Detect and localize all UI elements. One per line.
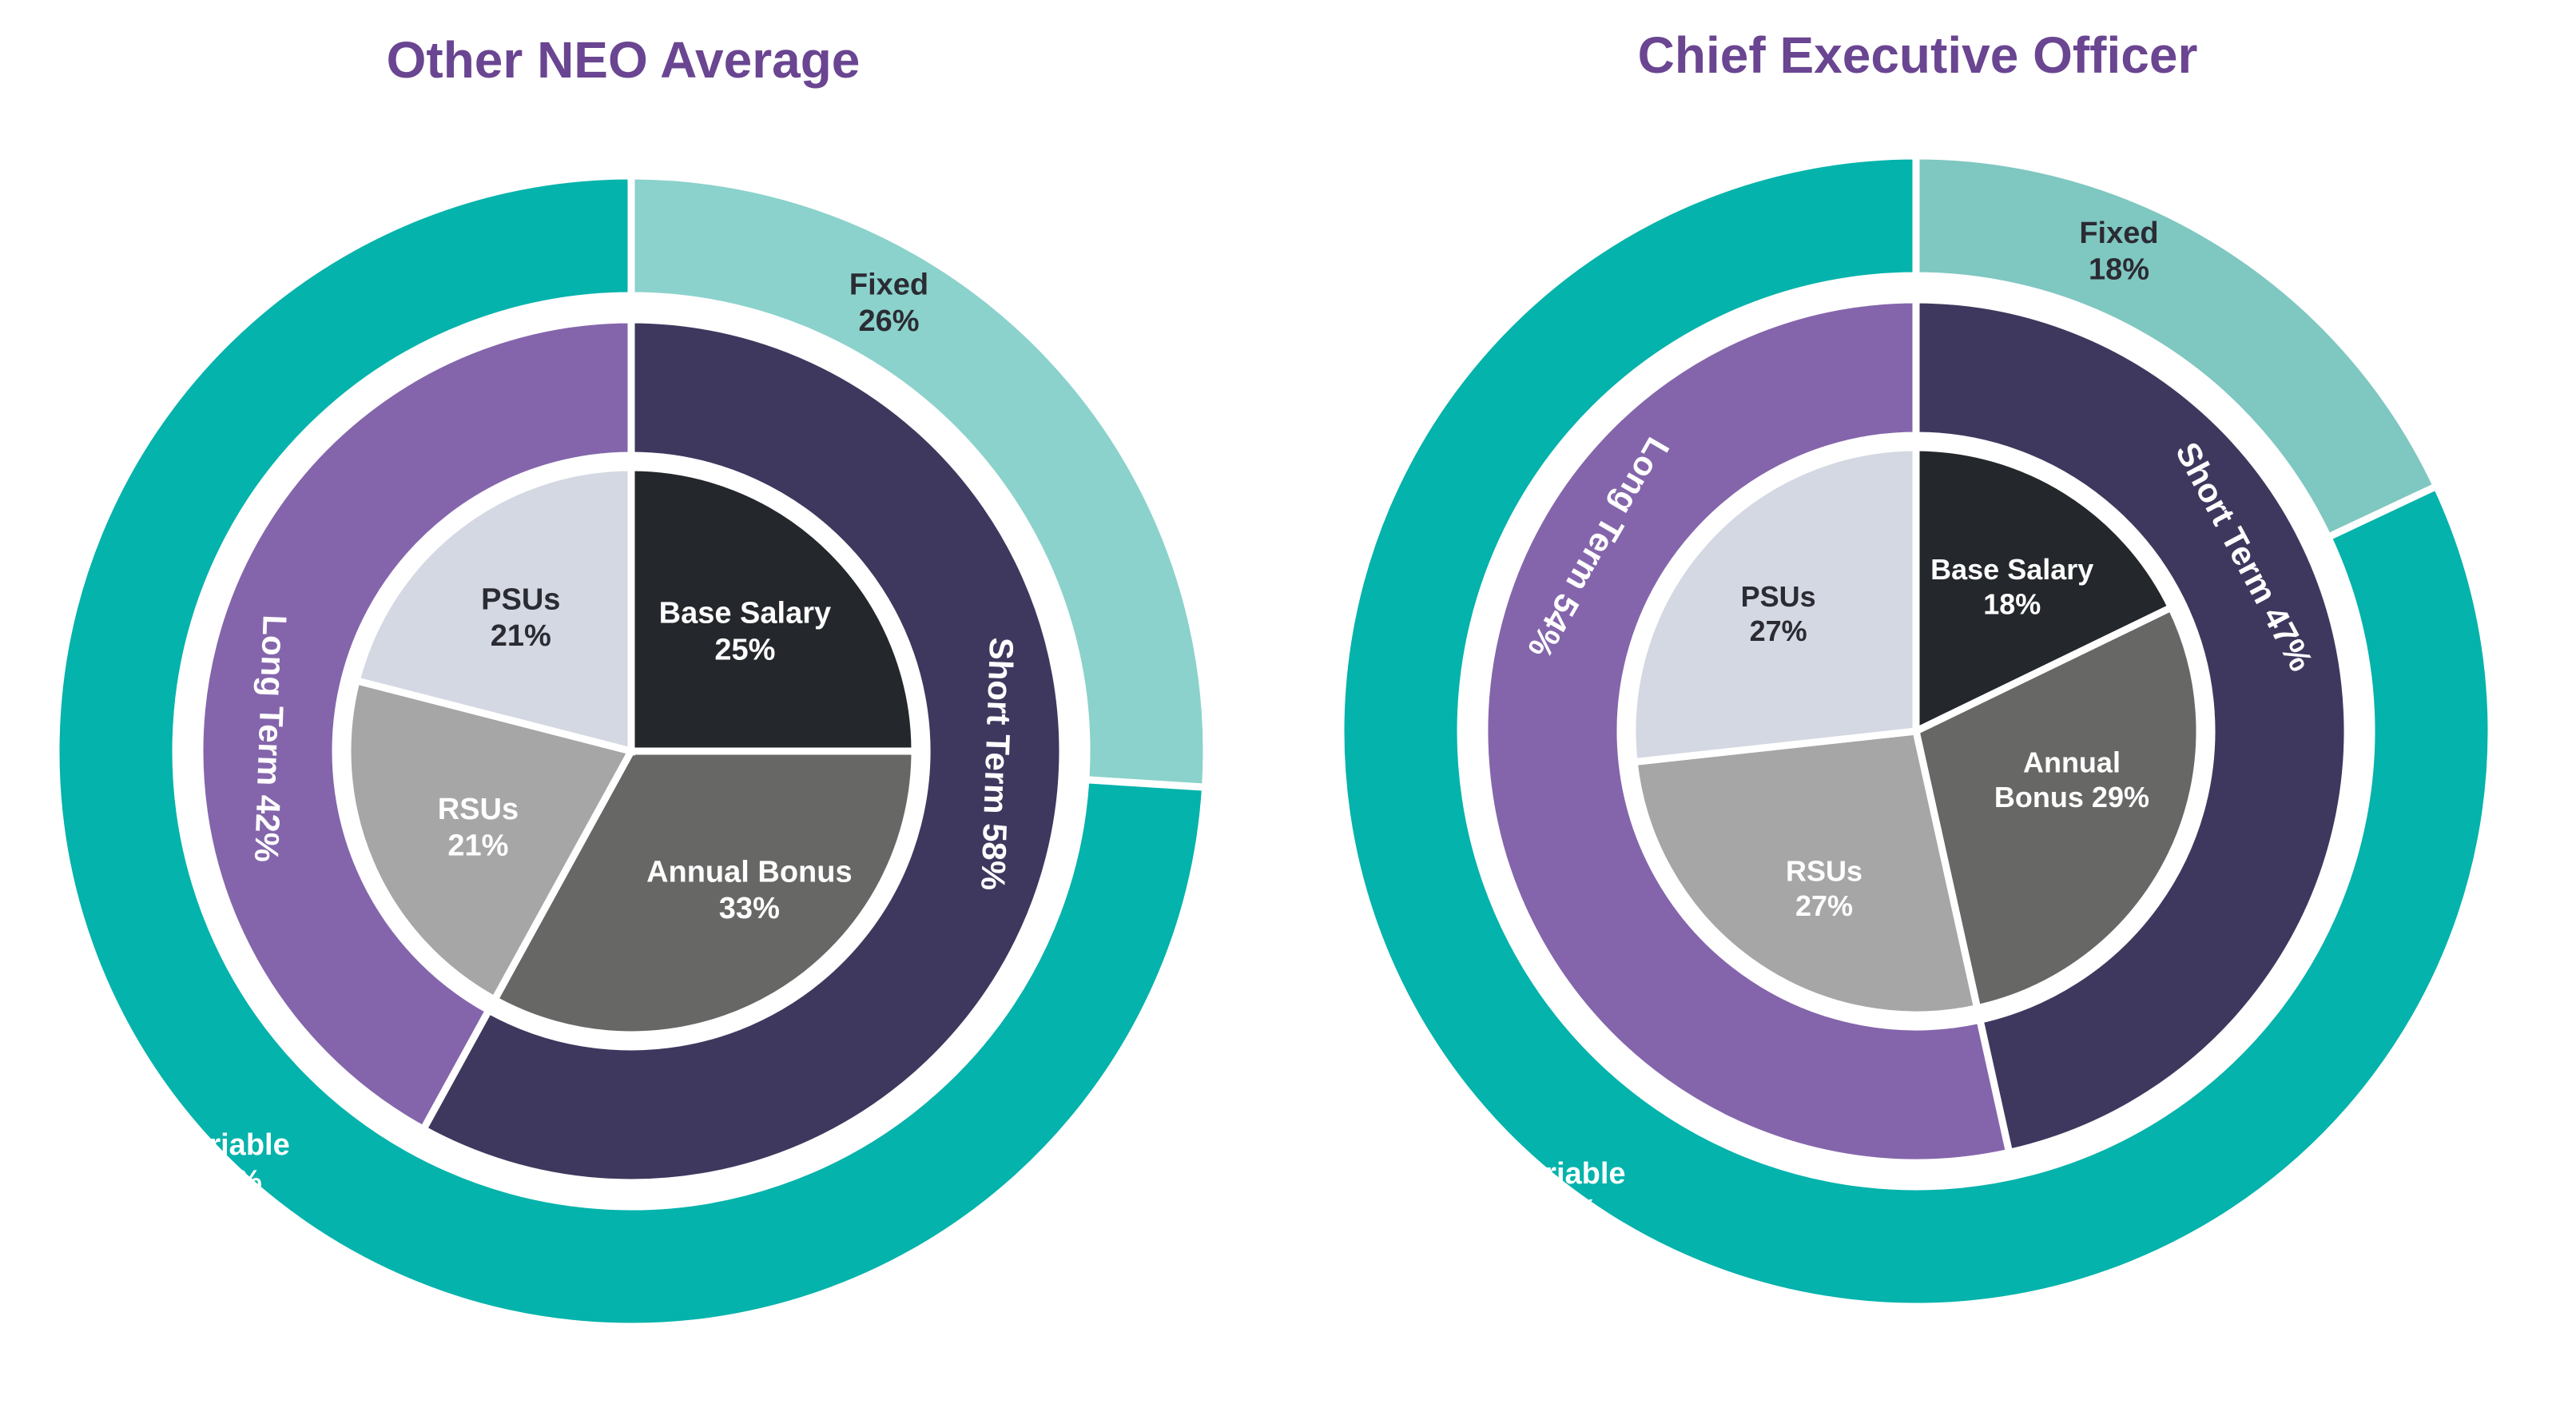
svg-text:RSUs: RSUs xyxy=(438,793,519,826)
middle-ring-short-term-label: Short Term 58% xyxy=(974,637,1020,891)
svg-text:Long Term 42%: Long Term 42% xyxy=(248,614,294,863)
slice-value-text: 21% xyxy=(447,829,508,862)
slice-value-text: 42% xyxy=(248,794,288,863)
middle-ring-short-term-slice xyxy=(418,316,1067,1187)
svg-text:82%: 82% xyxy=(1537,1194,1598,1227)
outer-ring-variable-slice xyxy=(1337,152,2495,1311)
svg-text:Annual: Annual xyxy=(2023,746,2121,778)
svg-text:27%: 27% xyxy=(1795,889,1853,921)
svg-text:Bonus 29%: Bonus 29% xyxy=(1994,780,2149,813)
svg-text:21%: 21% xyxy=(491,619,551,653)
slice-value-text: 82% xyxy=(1537,1194,1598,1227)
slice-label-text: Fixed xyxy=(2079,217,2158,250)
slice-label-text: Long Term xyxy=(250,614,294,796)
slice-value-text: 25% xyxy=(714,633,775,666)
inner-ring-base-salary-slice xyxy=(627,463,919,755)
slice-value-text: 58% xyxy=(974,822,1014,891)
inner-ring-psus-slice xyxy=(1628,443,1920,766)
svg-text:25%: 25% xyxy=(714,633,775,666)
slice-label-text: Fixed xyxy=(849,268,928,302)
slice-label-text: Base Salary xyxy=(659,597,832,630)
inner-ring-rsus-slice xyxy=(344,676,637,1005)
slice-label-text: RSUs xyxy=(1786,854,1862,887)
slice-label-text: Annual Bonus xyxy=(646,855,853,889)
slice-value-text: 18% xyxy=(1983,587,2041,620)
svg-text:27%: 27% xyxy=(1750,614,1807,646)
slice-value-text: 27% xyxy=(1750,614,1807,646)
slice-value-text: 26% xyxy=(858,304,919,338)
svg-text:Annual Bonus: Annual Bonus xyxy=(646,855,853,889)
svg-text:PSUs: PSUs xyxy=(1741,579,1816,612)
inner-ring-annual-bonus-slice xyxy=(1911,603,2204,1012)
middle-ring-long-term-slice xyxy=(1481,296,2014,1167)
inner-ring-annual-bonus-slice xyxy=(489,747,919,1039)
svg-text:18%: 18% xyxy=(2089,253,2149,287)
middle-ring-long-term-label: Long Term 42% xyxy=(248,614,294,863)
svg-text:RSUs: RSUs xyxy=(1786,854,1862,887)
ceo-chart-title: Chief Executive Officer xyxy=(1637,26,2198,84)
svg-text:Variable: Variable xyxy=(173,1128,290,1162)
svg-text:Base Salary: Base Salary xyxy=(659,597,832,630)
svg-text:33%: 33% xyxy=(719,892,780,925)
slice-value-text: 21% xyxy=(491,619,551,653)
svg-text:Short Term 58%: Short Term 58% xyxy=(974,637,1020,891)
middle-ring-long-term-slice xyxy=(196,316,635,1135)
slice-label-text: RSUs xyxy=(438,793,519,826)
svg-text:Fixed: Fixed xyxy=(849,268,928,302)
slice-value-text: 33% xyxy=(719,892,780,925)
svg-text:Variable: Variable xyxy=(1509,1157,1626,1191)
inner-ring-base-salary-slice xyxy=(1912,443,2176,738)
svg-text:Base Salary: Base Salary xyxy=(1930,553,2093,586)
outer-ring-fixed-slice xyxy=(627,172,1210,791)
slice-label-text: Short Term xyxy=(976,637,1020,824)
svg-text:18%: 18% xyxy=(1983,587,2041,620)
neo-chart-title: Other NEO Average xyxy=(386,31,861,89)
outer-ring-variable-slice xyxy=(52,172,1210,1330)
svg-text:21%: 21% xyxy=(447,829,508,862)
slice-value-text: 29% xyxy=(2092,780,2149,813)
slice-value-text: 74% xyxy=(201,1165,262,1199)
slice-label-text: Bonus xyxy=(1994,780,2092,813)
inner-ring-psus-slice xyxy=(352,463,635,756)
slice-label-text: PSUs xyxy=(1741,579,1816,612)
svg-text:26%: 26% xyxy=(858,304,919,338)
slice-label-text: Base Salary xyxy=(1930,553,2093,586)
svg-text:PSUs: PSUs xyxy=(481,583,560,617)
slice-value-text: 18% xyxy=(2089,253,2149,287)
svg-text:74%: 74% xyxy=(201,1165,262,1199)
inner-ring-rsus-slice xyxy=(1630,727,1982,1019)
middle-ring-short-term-slice xyxy=(1912,296,2351,1157)
slice-label-text: Variable xyxy=(1509,1157,1626,1191)
slice-label-text: Annual xyxy=(2023,746,2121,778)
svg-text:Fixed: Fixed xyxy=(2079,217,2158,250)
slice-label-text: PSUs xyxy=(481,583,560,617)
slice-value-text: 27% xyxy=(1795,889,1853,921)
slice-label-text: Variable xyxy=(173,1128,290,1162)
